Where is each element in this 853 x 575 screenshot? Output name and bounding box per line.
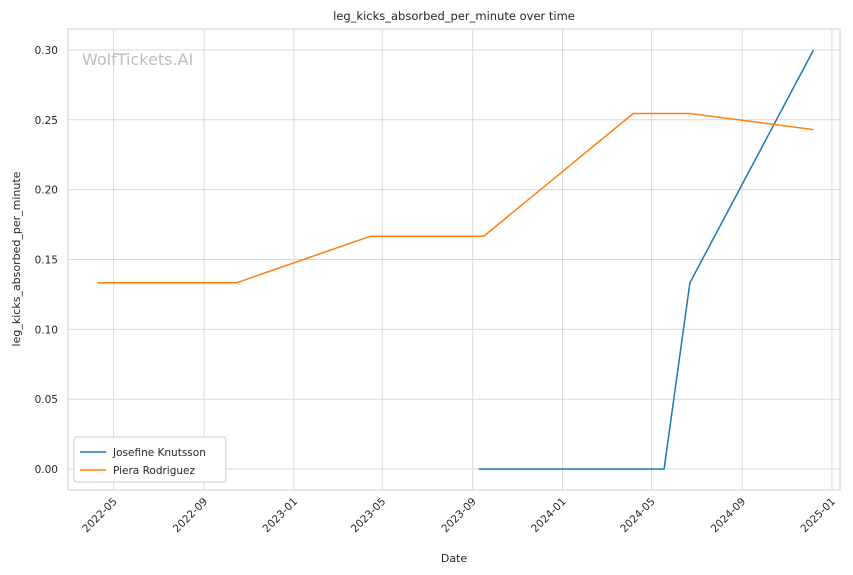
y-tick-label: 0.25 xyxy=(35,115,58,127)
y-tick-label: 0.30 xyxy=(35,45,58,57)
y-tick-label: 0.20 xyxy=(35,185,58,197)
y-tick-label: 0.00 xyxy=(35,464,58,476)
watermark-text: WolfTickets.AI xyxy=(82,50,193,69)
y-axis-label: leg_kicks_absorbed_per_minute xyxy=(10,171,23,346)
x-axis-label: Date xyxy=(441,552,468,565)
plot-frame xyxy=(67,28,841,491)
legend-box xyxy=(73,436,227,483)
series-layer xyxy=(97,49,815,470)
legend-label-josefine: Josefine Knutsson xyxy=(112,447,206,459)
y-tick-label: 0.05 xyxy=(35,394,58,406)
y-tick-label: 0.15 xyxy=(35,255,58,267)
grid xyxy=(68,29,840,490)
legend-label-piera: Piera Rodriguez xyxy=(113,465,195,477)
chart-title: leg_kicks_absorbed_per_minute over time xyxy=(333,9,575,23)
series-line-1 xyxy=(97,112,814,284)
y-tick-label: 0.10 xyxy=(35,324,58,336)
legend: Josefine Knutsson Piera Rodriguez xyxy=(73,436,227,483)
series-line-0 xyxy=(478,49,815,470)
